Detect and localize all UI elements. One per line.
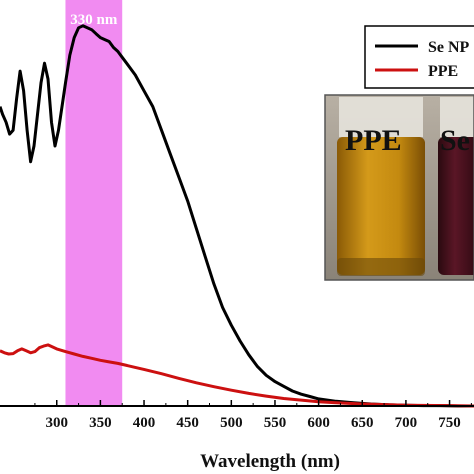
x-tick-label: 300 xyxy=(45,415,68,431)
inset-vial-photo: PPE Se xyxy=(324,94,474,281)
x-tick-label: 400 xyxy=(133,415,156,431)
x-tick-label: 600 xyxy=(307,415,330,431)
legend-box xyxy=(364,25,474,89)
legend-label-se-np: Se NP xyxy=(428,39,470,56)
series-line-ppe xyxy=(0,343,474,408)
highlight-label: 330 nm xyxy=(70,12,118,28)
series-line-se-np xyxy=(0,24,474,408)
x-tick-label: 550 xyxy=(264,415,287,431)
series-layer xyxy=(0,24,474,408)
inset-label-se: Se xyxy=(440,124,470,157)
x-tick-label: 450 xyxy=(176,415,199,431)
se-vial-glass xyxy=(440,97,474,137)
highlight-band-330nm xyxy=(65,0,123,406)
x-tick-label: 500 xyxy=(220,415,243,431)
x-axis-label: Wavelength (nm) xyxy=(200,451,340,472)
ppe-vial-glass xyxy=(339,97,423,137)
x-tick-label: 650 xyxy=(351,415,374,431)
legend: Se NP PPE xyxy=(364,25,474,89)
se-vial-liquid xyxy=(438,137,474,275)
x-tick-label: 350 xyxy=(89,415,112,431)
inset-label-ppe: PPE xyxy=(345,124,402,157)
x-tick-label: 750 xyxy=(438,415,461,431)
ppe-vial-liquid xyxy=(337,137,425,275)
x-ticks: 300 350 400 450 500 550 600 650 700 750 xyxy=(34,400,472,431)
legend-label-ppe: PPE xyxy=(428,63,458,80)
x-tick-label: 700 xyxy=(395,415,418,431)
